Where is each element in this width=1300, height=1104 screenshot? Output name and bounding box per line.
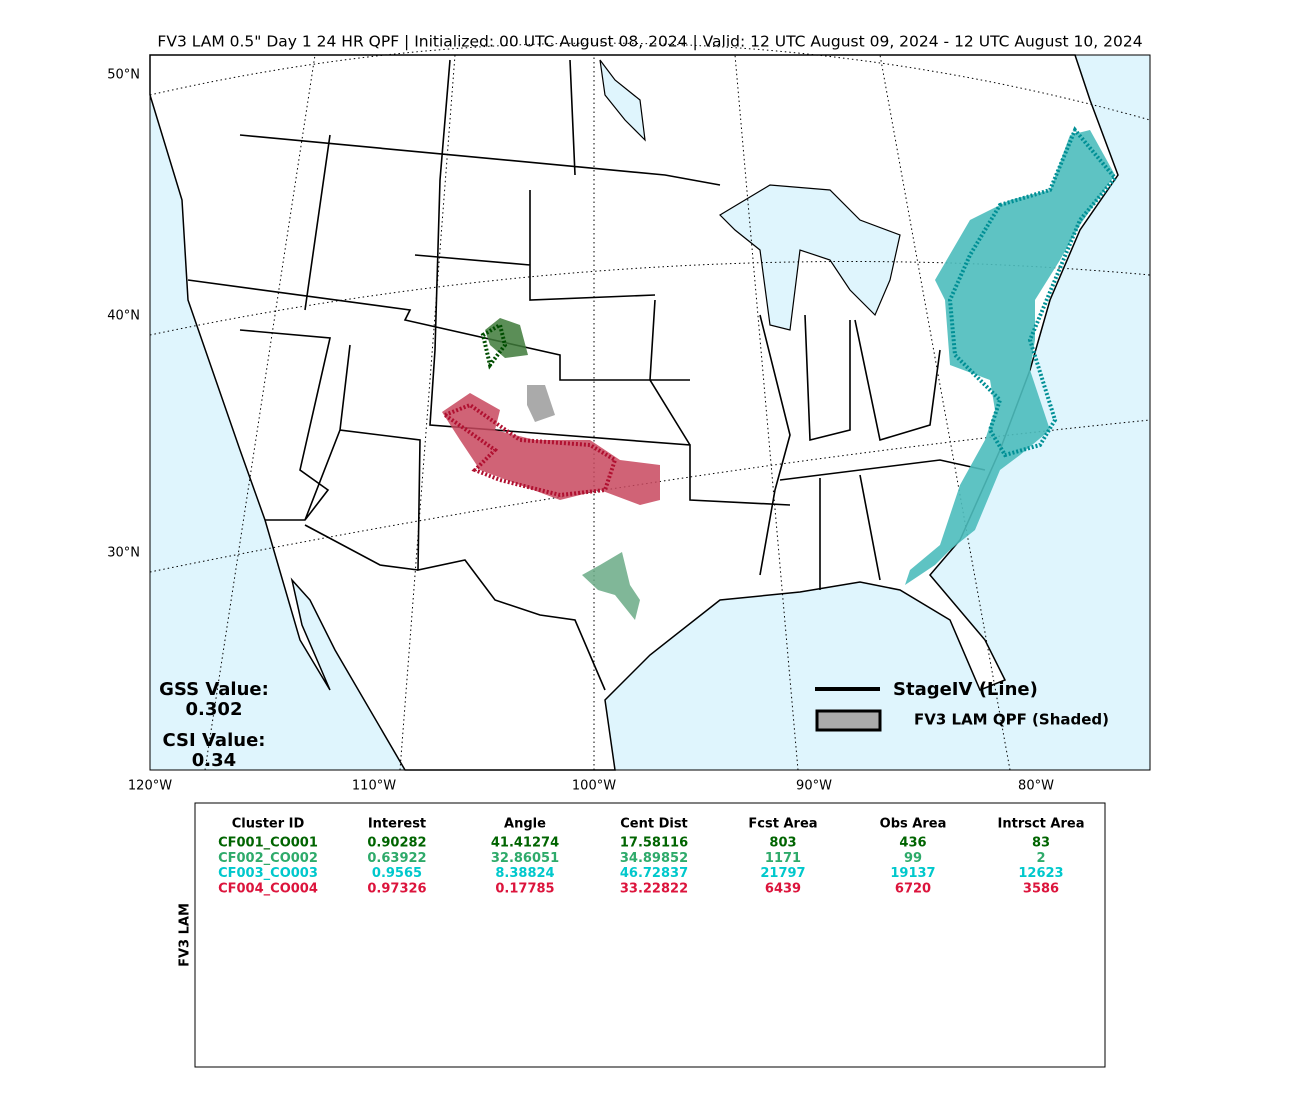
table-cell: 436 xyxy=(899,836,926,851)
lat-label: 50°N xyxy=(107,68,140,83)
table-cell: 83 xyxy=(1032,836,1050,851)
map xyxy=(149,42,1151,771)
lat-labels: 50°N 40°N 30°N xyxy=(107,68,140,561)
lake xyxy=(719,184,901,331)
table-cell: 19137 xyxy=(890,866,935,881)
object-gray xyxy=(527,385,555,422)
table-cell: 41.41274 xyxy=(491,836,559,851)
table-cell: 6439 xyxy=(765,881,801,896)
table-cell: 0.9565 xyxy=(372,866,422,881)
table-cell: 46.72837 xyxy=(620,866,688,881)
lon-label: 80°W xyxy=(1018,779,1054,794)
table-side-label: FV3 LAM xyxy=(178,903,193,967)
table-header: Angle xyxy=(504,817,546,832)
table-cell: 32.86051 xyxy=(491,851,559,866)
table-cell: CF001_CO001 xyxy=(218,836,318,851)
borders xyxy=(187,59,986,691)
table-cell: 8.38824 xyxy=(495,866,554,881)
table-cell: 99 xyxy=(904,851,922,866)
legend: StageIV (Line) FV3 LAM QPF (Shaded) xyxy=(815,679,1109,732)
table-cell: CF004_CO004 xyxy=(218,881,318,896)
table-cell: 2 xyxy=(1036,851,1045,866)
scores: GSS Value: 0.302 CSI Value: 0.34 xyxy=(159,679,269,771)
table-cell: 3586 xyxy=(1023,881,1059,896)
lon-labels: 120°W 110°W 100°W 90°W 80°W xyxy=(128,779,1054,794)
map-frame xyxy=(149,54,1151,771)
table-cell: 34.89852 xyxy=(620,851,688,866)
graticule xyxy=(149,42,1151,771)
table-header: Intrsct Area xyxy=(998,817,1085,832)
lake xyxy=(599,59,646,142)
table-cell: 17.58116 xyxy=(620,836,688,851)
title: FV3 LAM 0.5" Day 1 24 HR QPF | Initializ… xyxy=(157,33,1142,51)
lat-label: 40°N xyxy=(107,309,140,324)
object-2 xyxy=(582,552,640,620)
table-cell: 6720 xyxy=(895,881,931,896)
table-cell: 1171 xyxy=(765,851,801,866)
observed-1 xyxy=(480,321,508,370)
table-header: Interest xyxy=(368,817,426,832)
table-header: Fcst Area xyxy=(748,817,817,832)
table-cell: 803 xyxy=(769,836,796,851)
table-cell: 0.90282 xyxy=(367,836,426,851)
table-cell: CF002_CO002 xyxy=(218,851,318,866)
table-header: Obs Area xyxy=(880,817,947,832)
lon-label: 120°W xyxy=(128,779,172,794)
csi-value: 0.34 xyxy=(192,750,236,771)
table-cell: 0.63922 xyxy=(367,851,426,866)
lat-label: 30°N xyxy=(107,546,140,561)
table-cell: CF003_CO003 xyxy=(218,866,318,881)
observed-objects xyxy=(440,126,1118,498)
table-frame xyxy=(194,802,1106,1068)
legend-swatch xyxy=(815,709,882,732)
gss-label: GSS Value: xyxy=(159,679,269,700)
object-3 xyxy=(905,130,1115,585)
table-header: Cluster ID xyxy=(232,817,305,832)
object-4 xyxy=(442,393,660,505)
table-header: Cent Dist xyxy=(620,817,688,832)
legend-shaded-label: FV3 LAM QPF (Shaded) xyxy=(914,711,1109,729)
table-cell: 21797 xyxy=(760,866,805,881)
lon-label: 90°W xyxy=(796,779,832,794)
lon-label: 110°W xyxy=(352,779,396,794)
table-cell: 0.17785 xyxy=(495,881,554,896)
gss-value: 0.302 xyxy=(186,699,243,720)
object-1 xyxy=(485,318,528,358)
legend-line-label: StageIV (Line) xyxy=(893,679,1038,700)
table-cell: 33.22822 xyxy=(620,881,688,896)
forecast-objects xyxy=(442,130,1115,620)
observed-3 xyxy=(947,126,1118,458)
table: Cluster ID Interest Angle Cent Dist Fcst Are… xyxy=(218,817,1084,897)
table-cell: 12623 xyxy=(1018,866,1063,881)
lon-label: 100°W xyxy=(572,779,616,794)
csi-label: CSI Value: xyxy=(163,730,266,751)
table-cell: 0.97326 xyxy=(367,881,426,896)
